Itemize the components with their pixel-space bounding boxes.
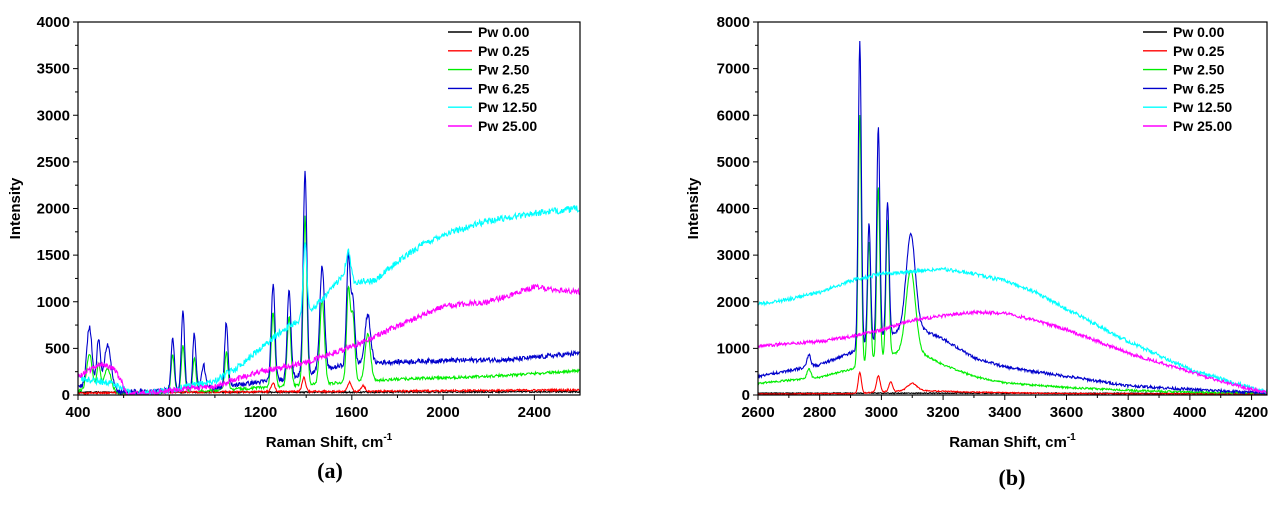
x-tick-label: 3800 [1111,404,1144,421]
y-tick-label: 3500 [37,61,70,78]
chart-panel-a: 400 800 1200 1600 2000 2400 0 500 1000 1500 2000 25… [7,14,581,483]
plot-frame [77,21,581,396]
y-tick-label: 4000 [717,201,750,218]
x-tick-label: 800 [157,404,182,421]
x-tick-label: 4000 [1173,404,1206,421]
series-line-pw-6-25 [758,41,1267,395]
chart-panel-b: 2600 2800 3000 3200 3400 3600 3800 4000 4200 0 100… [685,14,1268,490]
y-tick-label: 3000 [37,107,70,124]
x-tick-label: 4200 [1235,404,1268,421]
series-line-pw-0-25 [758,370,1267,395]
series-line-pw-12-50 [758,266,1267,394]
y-tick-label: 2000 [37,201,70,218]
series-group [78,170,580,395]
y-tick-label: 500 [45,340,70,357]
x-tick-label: 400 [65,404,90,421]
x-tick-label: 2800 [803,404,836,421]
x-tick-label: 3600 [1050,404,1083,421]
y-tick-label: 7000 [717,61,750,78]
series-group [758,41,1267,395]
y-tick-label: 2000 [717,294,750,311]
y-tick-label: 1000 [37,294,70,311]
series-line-pw-6-25 [78,170,580,395]
series-line-pw-2-50 [758,114,1267,395]
legend-label: Pw 12.50 [1173,99,1232,115]
y-axis-title: Intensity [685,177,702,239]
legend-label: Pw 0.00 [1173,24,1225,40]
legend-label: Pw 0.25 [478,43,530,59]
legend: Pw 0.00 Pw 0.25 Pw 2.50 Pw 6.25 Pw 12.50 Pw 2… [1143,24,1232,134]
x-axis-title: Raman Shift, cm-1 [949,432,1076,451]
legend-label: Pw 12.50 [478,99,537,115]
y-tick-label: 1500 [37,247,70,264]
x-tick-label: 1600 [335,404,368,421]
x-axis-title: Raman Shift, cm-1 [266,432,393,451]
legend-label: Pw 0.00 [478,24,530,40]
x-tick-label: 2400 [518,404,551,421]
x-tick-label: 3400 [988,404,1021,421]
y-tick-label: 6000 [717,107,750,124]
y-axis-title: Intensity [7,177,24,239]
y-tick-label: 2500 [37,154,70,171]
x-tick-label: 1200 [244,404,277,421]
x-tick-label: 3200 [926,404,959,421]
series-line-pw-25-00 [758,309,1267,395]
legend-label: Pw 25.00 [478,118,537,134]
legend-label: Pw 0.25 [1173,43,1225,59]
legend-label: Pw 2.50 [1173,62,1225,78]
legend-label: Pw 2.50 [478,62,530,78]
y-tick-label: 4000 [37,14,70,31]
panel-label: (b) [999,465,1026,490]
y-tick-label: 3000 [717,247,750,264]
legend-label: Pw 6.25 [478,80,530,96]
x-tick-label: 3000 [865,404,898,421]
legend-label: Pw 6.25 [1173,80,1225,96]
series-line-pw-25-00 [78,283,580,395]
legend: Pw 0.00 Pw 0.25 Pw 2.50 Pw 6.25 Pw 12.50 Pw 2… [448,24,537,134]
legend-label: Pw 25.00 [1173,118,1232,134]
y-tick-label: 0 [742,387,750,404]
x-tick-label: 2000 [426,404,459,421]
y-tick-label: 1000 [717,340,750,357]
panel-label: (a) [317,458,343,483]
series-line-pw-12-50 [78,204,580,395]
y-tick-label: 8000 [717,14,750,31]
x-tick-label: 2600 [741,404,774,421]
y-tick-label: 5000 [717,154,750,171]
y-tick-label: 0 [62,387,70,404]
